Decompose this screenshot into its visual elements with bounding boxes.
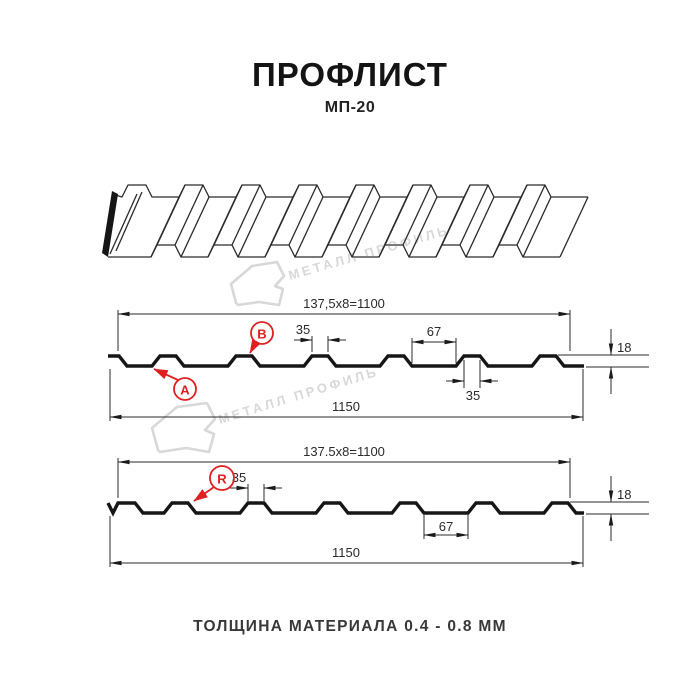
brand-watermark-text: МЕТАЛЛ ПРОФИЛЬ	[287, 222, 452, 282]
rib-line	[180, 196, 210, 258]
rib-line	[498, 184, 528, 246]
rib-line	[174, 184, 204, 246]
rib-line	[351, 196, 381, 258]
rib-line	[237, 196, 267, 258]
page-subtitle: МП-20	[324, 99, 376, 116]
dim-overall-top: 1150	[109, 369, 584, 421]
rib-line	[516, 184, 546, 246]
rib-line	[115, 191, 143, 252]
dim-label-overall-top: 1150	[332, 399, 360, 414]
profile-outline-bottom	[106, 501, 584, 517]
side-b-letter: В	[257, 327, 266, 342]
rib-line	[294, 196, 324, 258]
rib-line	[288, 184, 318, 246]
brand-logo-watermark	[150, 401, 217, 454]
sheet-back-edge	[111, 184, 588, 198]
rib-line	[156, 184, 186, 246]
profile-outline-top	[108, 354, 584, 368]
dim-height-bottom: 18	[570, 476, 649, 541]
rib-line	[402, 184, 432, 246]
dim-label-valley-bottom: 67	[439, 519, 453, 534]
rib-line	[522, 196, 552, 258]
side-b-marker: В	[249, 321, 274, 354]
dim-label-crest-bottom: 35	[232, 470, 246, 485]
side-r-marker: R	[193, 465, 235, 502]
dim-valley-width-bottom: 67	[423, 515, 469, 539]
dim-valley-width-top: 67	[411, 324, 457, 363]
dim-label-crest-base-top: 35	[466, 388, 480, 403]
page-title: ПРОФЛИСТ	[252, 56, 448, 93]
brand-logo-watermark	[229, 260, 286, 307]
cross-section-top: 137,5x8=1100 35 67	[108, 296, 649, 421]
dim-label-pitch-top: 137,5x8=1100	[303, 296, 385, 311]
dim-pitch-top: 137,5x8=1100	[117, 296, 571, 351]
material-thickness-note: ТОЛЩИНА МАТЕРИАЛА 0.4 - 0.8 ММ	[193, 618, 507, 635]
dim-height-top: 18	[558, 329, 649, 394]
sheet-3d-view	[102, 184, 589, 258]
dim-label-pitch-bottom: 137.5x8=1100	[303, 444, 385, 459]
rib-line	[345, 184, 375, 246]
rib-line	[213, 184, 243, 246]
rib-line	[270, 184, 300, 246]
dim-label-overall-bottom: 1150	[332, 545, 360, 560]
rib-line	[384, 184, 414, 246]
side-r-letter: R	[217, 472, 227, 487]
dim-overall-bottom: 1150	[109, 516, 584, 567]
rib-line	[231, 184, 261, 246]
sheet-left-edge	[102, 191, 118, 257]
dim-label-height-top: 18	[617, 340, 631, 355]
dim-label-height-bottom: 18	[617, 487, 631, 502]
rib-line	[459, 184, 489, 246]
dim-crest-width-top: 35	[294, 322, 346, 352]
rib-line	[408, 196, 438, 258]
rib-line	[441, 184, 471, 246]
cross-section-bottom: 137.5x8=1100 35 67	[106, 444, 649, 567]
dim-label-crest-top: 35	[296, 322, 310, 337]
rib-line	[109, 193, 138, 255]
dim-label-valley-top: 67	[427, 324, 441, 339]
dim-pitch-bottom: 137.5x8=1100	[117, 444, 571, 498]
dim-crest-base-top: 35	[446, 360, 498, 403]
sheet-front-edge	[108, 244, 560, 258]
sheet-right-edge	[559, 196, 589, 258]
rib-line	[465, 196, 495, 258]
dim-crest-width-bottom: 35	[230, 470, 282, 501]
rib-line	[327, 184, 357, 246]
side-a-marker: А	[153, 368, 197, 401]
side-a-letter: А	[180, 383, 190, 398]
